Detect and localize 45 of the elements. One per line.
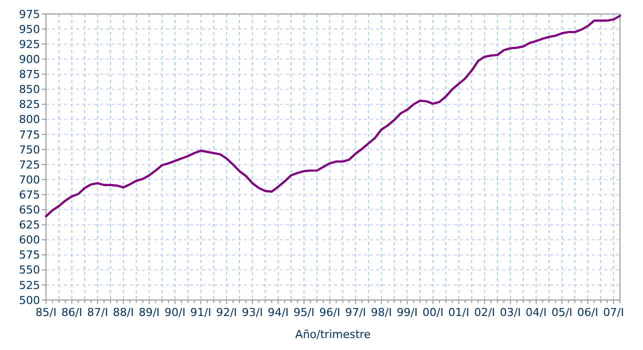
- x-tick-label: 99/I: [396, 306, 418, 319]
- x-tick-label: 96/I: [319, 306, 340, 319]
- x-tick-label: 92/I: [216, 306, 238, 319]
- x-tick-label: 91/I: [190, 306, 212, 319]
- x-tick-label: 03/I: [500, 306, 521, 319]
- y-tick-label: 775: [19, 128, 40, 142]
- y-tick-label: 925: [19, 38, 40, 51]
- x-tick-label: 94/I: [268, 306, 289, 319]
- y-tick-label: 525: [19, 278, 40, 292]
- x-tick-label: 87/I: [87, 306, 108, 319]
- x-tick-label: 04/I: [526, 306, 547, 319]
- y-tick-label: 975: [19, 8, 40, 21]
- x-tick-label: 06/I: [577, 306, 598, 319]
- x-tick-label: 95/I: [294, 306, 314, 319]
- x-tick-label: 85/I: [36, 306, 56, 319]
- y-tick-label: 625: [19, 218, 40, 232]
- y-tick-label: 850: [19, 83, 40, 96]
- x-tick-label: 00/I: [422, 306, 444, 319]
- y-tick-label: 950: [19, 22, 40, 36]
- x-tick-label: 98/I: [370, 306, 392, 319]
- x-tick-label: 90/I: [164, 306, 186, 319]
- x-tick-label: 89/I: [138, 306, 160, 319]
- y-tick-label: 700: [19, 173, 40, 186]
- y-tick-label: 500: [19, 294, 40, 307]
- x-tick-label: 93/I: [242, 306, 263, 319]
- y-tick-label: 550: [19, 264, 40, 277]
- x-tick-label: 88/I: [112, 306, 134, 319]
- x-tick-label: 01/I: [448, 306, 470, 319]
- y-tick-label: 825: [19, 98, 40, 112]
- x-tick-label: 86/I: [61, 306, 82, 319]
- y-tick-label: 900: [19, 53, 40, 66]
- line-series: [44, 14, 622, 218]
- y-tick-label: 725: [19, 158, 40, 172]
- x-tick-label: 02/I: [474, 306, 496, 319]
- x-axis-title: Año/trimestre: [295, 328, 371, 341]
- y-tick-label: 575: [19, 248, 40, 262]
- y-tick-label: 600: [19, 234, 40, 247]
- y-tick-label: 800: [19, 113, 40, 126]
- x-tick-label: 07/I: [603, 306, 624, 319]
- y-tick-label: 650: [19, 204, 40, 217]
- y-tick-label: 675: [19, 188, 40, 202]
- x-tick-label: 05/I: [551, 306, 572, 319]
- y-tick-label: 750: [19, 143, 40, 156]
- x-tick-label: 97/I: [345, 306, 366, 319]
- y-tick-label: 875: [19, 68, 40, 82]
